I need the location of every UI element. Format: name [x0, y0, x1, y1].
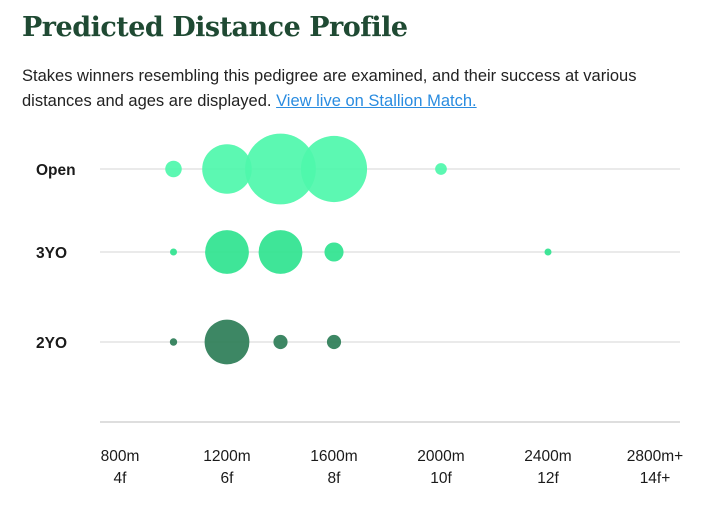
- row-label-2yo: 2YO: [36, 335, 67, 352]
- row-label-3yo: 3YO: [36, 245, 67, 262]
- bubble-open[interactable]: [300, 135, 368, 203]
- description-text: Stakes winners resembling this pedigree …: [22, 67, 637, 110]
- stallion-match-link[interactable]: View live on Stallion Match.: [276, 92, 477, 110]
- x-tick-label-f: 14f+: [640, 470, 671, 487]
- x-tick-label-f: 6f: [221, 470, 235, 487]
- x-tick-label-m: 1600m: [310, 448, 357, 465]
- x-tick-label-f: 8f: [328, 470, 342, 487]
- bubble-open[interactable]: [202, 144, 252, 194]
- x-tick-label-m: 2800m+: [627, 448, 683, 465]
- bubble-open[interactable]: [435, 163, 447, 175]
- x-tick-label-m: 2000m: [417, 448, 464, 465]
- bubble-2yo[interactable]: [326, 334, 342, 350]
- bubble-3yo[interactable]: [170, 248, 177, 256]
- x-tick-label-f: 12f: [537, 470, 559, 487]
- bubble-2yo[interactable]: [273, 334, 288, 350]
- bubble-3yo[interactable]: [544, 248, 552, 256]
- bubble-3yo[interactable]: [205, 230, 249, 274]
- bubble-3yo[interactable]: [324, 242, 344, 262]
- x-tick-label-f: 10f: [430, 470, 452, 487]
- page-title: Predicted Distance Profile: [22, 12, 408, 43]
- x-tick-label-m: 1200m: [203, 448, 250, 465]
- x-tick-label-f: 4f: [114, 470, 128, 487]
- bubble-3yo[interactable]: [258, 230, 303, 274]
- bubble-open[interactable]: [245, 133, 316, 205]
- bubble-2yo[interactable]: [204, 319, 250, 365]
- chart-description: Stakes winners resembling this pedigree …: [22, 64, 702, 114]
- bubble-2yo[interactable]: [169, 338, 178, 346]
- row-label-open: Open: [36, 162, 76, 179]
- bubble-open[interactable]: [165, 160, 182, 178]
- x-tick-label-m: 2400m: [524, 448, 571, 465]
- x-tick-label-m: 800m: [101, 448, 140, 465]
